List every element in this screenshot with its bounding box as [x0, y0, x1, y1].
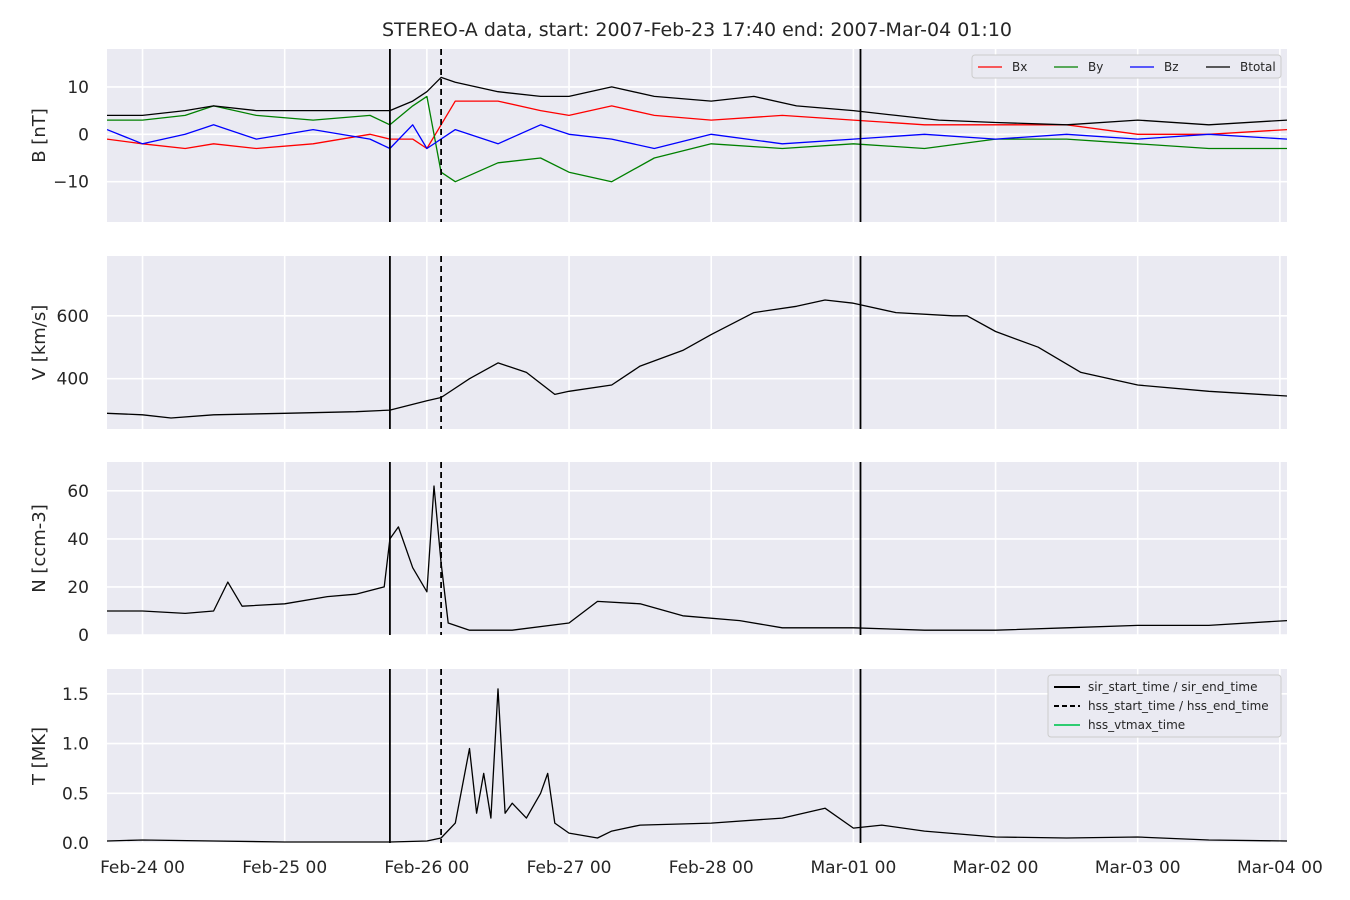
series-line-By — [107, 95, 1287, 183]
panels-container: −10 0 10 B [nT] Bx By Bz Btotal 400 600 V [km/s] 0 2… — [29, 49, 1287, 854]
series-line-V — [107, 299, 1287, 419]
x-tick-label: Feb-27 00 — [527, 858, 612, 878]
y-tick-label: 0.0 — [62, 834, 89, 854]
series-line-Btotal — [107, 76, 1287, 126]
y-tick-label: 1.0 — [62, 735, 89, 755]
x-tick-label: Mar-01 00 — [810, 858, 896, 878]
legend-box — [1047, 674, 1282, 738]
y-tick-label: 400 — [57, 370, 89, 390]
x-tick-label: Feb-28 00 — [669, 858, 754, 878]
legend-box — [971, 54, 1282, 79]
panel-T: 0.0 0.5 1.0 1.5 T [MK] sir_start_time / sir_e… — [29, 669, 1287, 854]
x-tick-label: Mar-04 00 — [1237, 858, 1323, 878]
y-axis-label: B [nT] — [29, 108, 50, 163]
panel-N: 0 20 40 60 N [ccm-3] — [29, 462, 1287, 646]
legend-label: Btotal — [1240, 60, 1276, 74]
series-line-T — [107, 688, 1287, 843]
y-tick-label: 10 — [67, 78, 89, 98]
legend-t: sir_start_time / sir_end_time hss_start_t… — [1047, 674, 1282, 738]
x-axis-ticks: Feb-24 00 Feb-25 00 Feb-26 00 Feb-27 00 Feb-… — [100, 858, 1323, 878]
y-tick-label: 0.5 — [62, 784, 89, 804]
legend-label: Bz — [1164, 60, 1179, 74]
y-tick-label: −10 — [53, 173, 89, 193]
legend-label: hss_start_time / hss_end_time — [1088, 699, 1269, 713]
y-axis-label: V [km/s] — [29, 305, 50, 380]
y-tick-label: 40 — [67, 530, 89, 550]
y-axis-label: T [MK] — [29, 727, 50, 786]
series-line-Bz — [107, 124, 1287, 150]
y-tick-label: 600 — [57, 307, 89, 327]
chart-title: STEREO-A data, start: 2007-Feb-23 17:40 … — [382, 19, 1012, 41]
y-tick-label: 20 — [67, 578, 89, 598]
series-line-Bx — [107, 100, 1287, 150]
y-tick-label: 0 — [78, 626, 89, 646]
legend-b: Bx By Bz Btotal — [971, 54, 1282, 79]
panel-V: 400 600 V [km/s] — [29, 256, 1287, 429]
series-line-N — [107, 485, 1287, 631]
y-tick-label: 60 — [67, 482, 89, 502]
x-tick-label: Feb-24 00 — [100, 858, 185, 878]
x-tick-label: Feb-25 00 — [242, 858, 327, 878]
legend-label: Bx — [1012, 60, 1027, 74]
legend-label: hss_vtmax_time — [1088, 718, 1185, 732]
panel-B: −10 0 10 B [nT] Bx By Bz Btotal — [29, 49, 1287, 222]
x-tick-label: Feb-26 00 — [384, 858, 469, 878]
y-tick-label: 1.5 — [62, 685, 89, 705]
series-group — [107, 299, 1287, 419]
legend-label: sir_start_time / sir_end_time — [1088, 680, 1258, 694]
y-tick-label: 0 — [78, 125, 89, 145]
legend-label: By — [1088, 60, 1103, 74]
series-group — [107, 485, 1287, 631]
y-axis-label: N [ccm-3] — [29, 504, 50, 593]
series-group — [107, 688, 1287, 843]
series-group — [107, 76, 1287, 183]
x-tick-label: Mar-03 00 — [1095, 858, 1181, 878]
x-tick-label: Mar-02 00 — [953, 858, 1039, 878]
